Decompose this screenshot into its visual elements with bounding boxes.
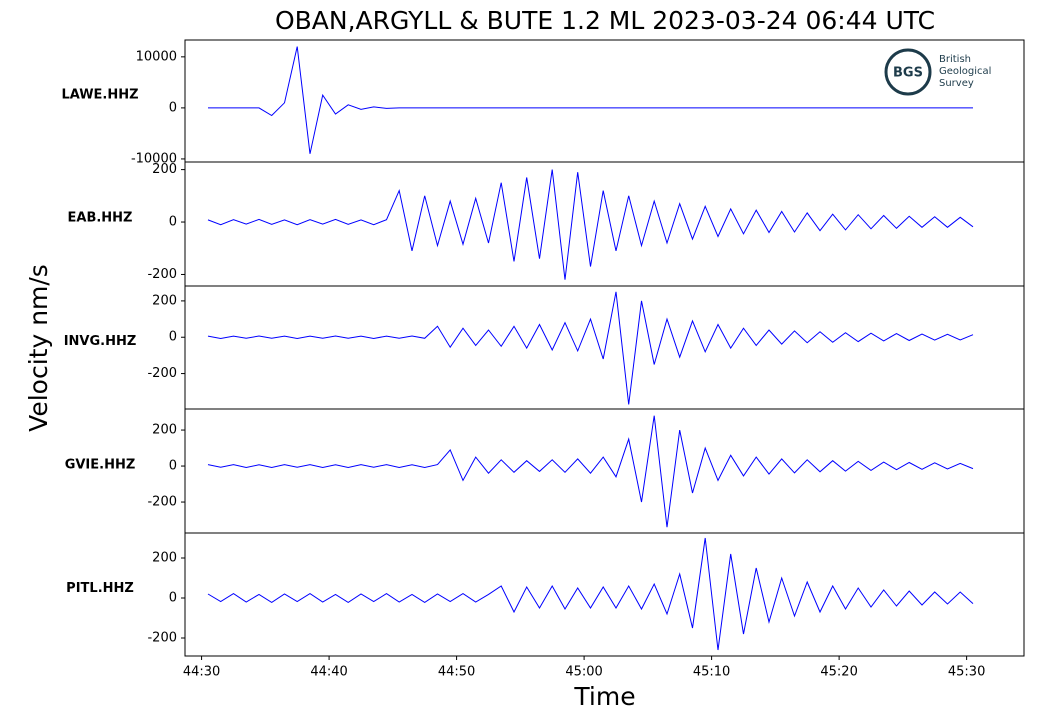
y-tick-label: -200 [147,631,177,646]
chart-title: OBAN,ARGYLL & BUTE 1.2 ML 2023-03-24 06:… [275,6,935,35]
x-tick-label: 44:30 [183,665,220,680]
logo-text: Survey [939,78,974,89]
x-tick-label: 45:20 [820,665,857,680]
y-tick-label: 10000 [136,49,177,64]
y-tick-label: -200 [147,267,177,282]
station-label: GVIE.HHZ [65,458,136,473]
y-tick-label: 200 [152,293,177,308]
logo-ring [884,48,932,96]
logo: BGS British Geological Survey [884,48,991,96]
y-axis-label: Velocity nm/s [24,264,53,432]
y-tick-label: 200 [152,423,177,438]
y-tick-label: -10000 [131,151,177,166]
station-label: EAB.HHZ [68,211,133,226]
y-tick-label: 200 [152,551,177,566]
trace [208,46,973,154]
trace [207,291,974,405]
y-tick-label: -200 [147,495,177,510]
station-label: PITL.HHZ [66,581,134,596]
x-tick-label: 44:40 [310,665,347,680]
x-tick-label: 45:10 [693,665,730,680]
y-tick-label: 0 [169,100,177,115]
y-tick-label: 200 [152,162,177,177]
x-axis-label: Time [573,682,635,711]
x-tick-label: 45:00 [565,665,602,680]
y-tick-label: 0 [169,591,177,606]
station-label: INVG.HHZ [64,334,137,349]
logo-text: British [939,54,971,65]
panel-frame [184,532,1025,657]
trace [207,169,974,280]
trace [207,415,974,528]
y-tick-label: -200 [147,366,177,381]
logo-mark: BGS [893,66,923,81]
trace [207,537,974,651]
logo-text: Geological [939,66,991,77]
y-tick-label: 0 [169,215,177,230]
station-label: LAWE.HHZ [61,88,138,103]
x-tick-label: 44:50 [438,665,475,680]
y-tick-label: 0 [169,330,177,345]
y-tick-label: 0 [169,459,177,474]
x-tick-label: 45:30 [948,665,985,680]
